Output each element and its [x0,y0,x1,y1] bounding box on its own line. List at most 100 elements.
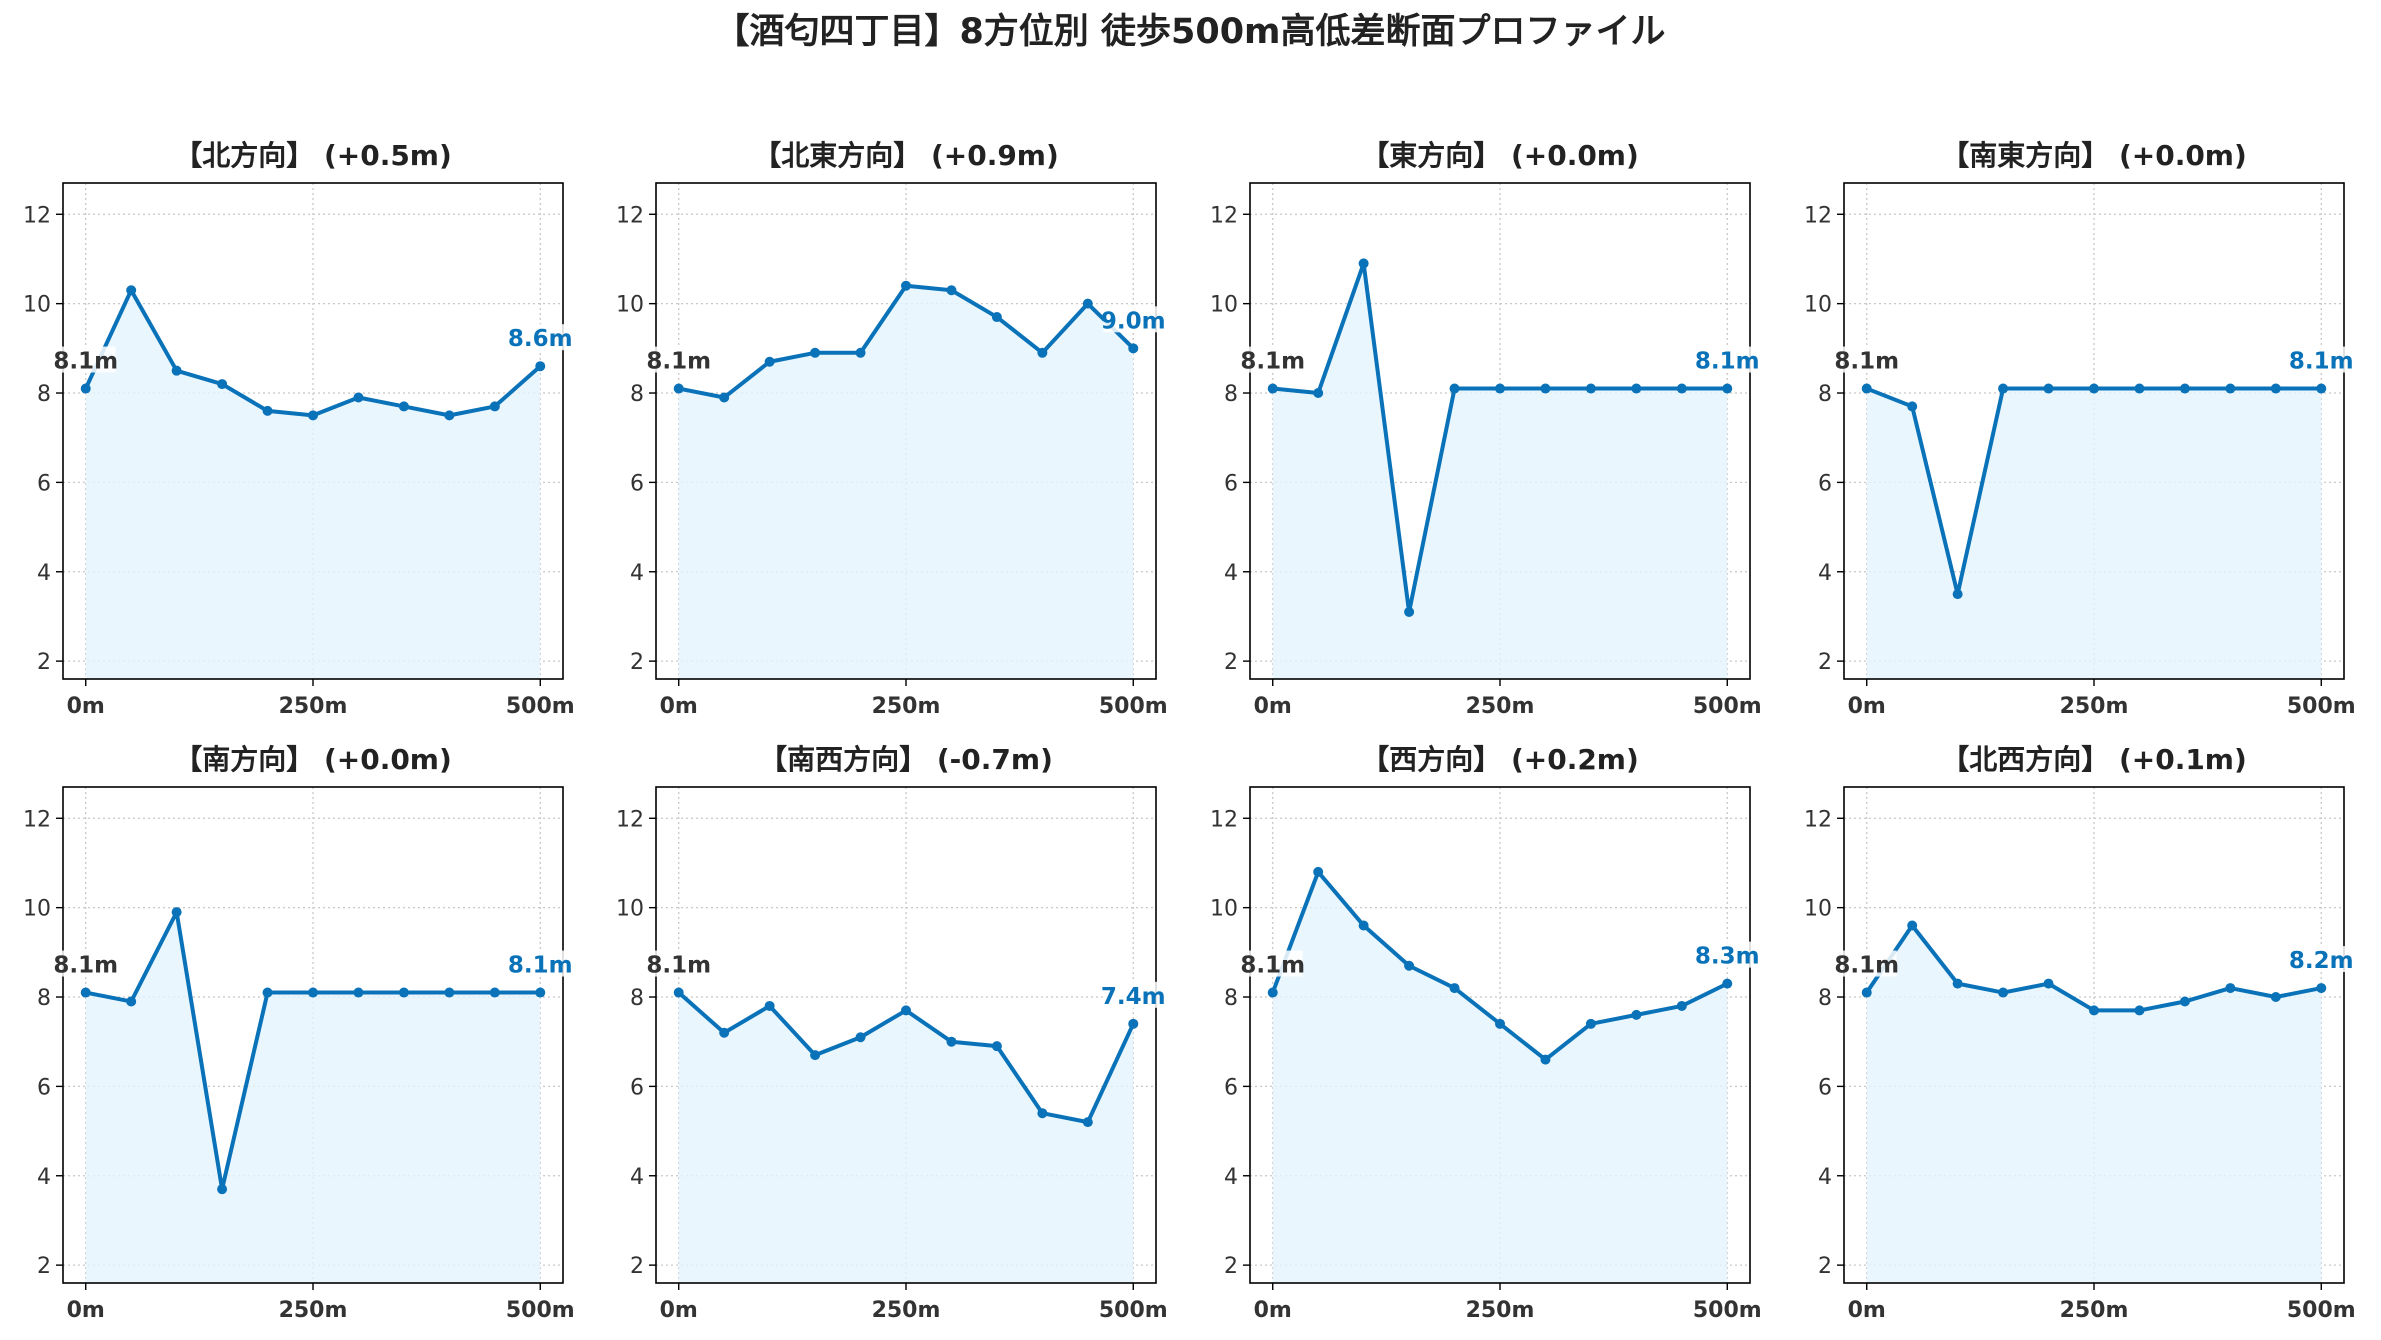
y-tick-label: 4 [37,561,51,586]
data-point [217,379,228,390]
x-tick-label: 0m [1254,1298,1292,1323]
panel-title: 【南方向】 (+0.0m) [174,743,452,776]
data-point [2089,1005,2099,1016]
elevation-panel: 2 4 6 8 10 12 0m 250m 500m 【南東方向】 (+0.0m) 8.1m 8.1m [1804,139,2356,719]
panel-title: 【北東方向】 (+0.9m) [753,139,1059,172]
x-tick-label: 250m [2060,1298,2129,1323]
end-elevation-label: 8.1m [1695,349,1760,375]
data-point [901,1005,911,1016]
data-point [1267,987,1278,998]
x-tick-label: 500m [1099,1298,1168,1323]
end-label-bg [510,324,571,351]
y-tick-label: 6 [37,471,51,496]
data-point [2134,1005,2145,1016]
data-point [262,405,273,416]
data-point [1676,383,1687,394]
data-point [1358,920,1369,931]
y-tick-label: 4 [630,561,644,586]
data-point [2270,992,2281,1003]
data-point [1037,1108,1048,1119]
data-point [444,987,455,998]
y-tick-label: 8 [1224,986,1238,1011]
start-label-bg [1836,950,1897,977]
data-point [1449,983,1460,994]
data-point [1404,606,1415,617]
y-tick-label: 6 [1818,1075,1832,1100]
data-point [171,907,182,918]
data-point [308,987,318,998]
y-tick-label: 12 [1804,807,1832,832]
x-tick-label: 250m [1466,694,1535,719]
data-point [126,285,137,296]
data-point [1907,401,1918,412]
figure-title: 【酒匂四丁目】8方位別 徒歩500m高低差断面プロファイル [714,12,1665,52]
end-label-bg [1697,941,1758,968]
data-point [1722,978,1733,989]
data-point [171,365,182,376]
y-tick-label: 4 [1224,1165,1238,1190]
data-point [535,987,546,998]
start-elevation-label: 8.1m [1834,953,1899,979]
data-point [217,1184,228,1195]
data-point [673,383,684,394]
end-elevation-label: 8.6m [508,326,573,352]
data-point [2134,383,2145,394]
data-point [489,987,500,998]
y-tick-label: 10 [1804,293,1832,318]
elevation-area [1866,925,2322,1283]
y-tick-label: 2 [630,650,644,675]
end-elevation-label: 8.2m [2289,948,2354,974]
data-point [764,356,775,367]
end-elevation-label: 7.4m [1101,984,1166,1010]
y-tick-label: 10 [1804,897,1832,922]
data-point [991,1041,1002,1052]
data-point [1404,960,1415,971]
data-point [1313,388,1324,399]
x-tick-label: 500m [506,694,575,719]
end-label-bg [2291,946,2352,973]
y-tick-label: 10 [1210,897,1238,922]
end-elevation-label: 8.1m [2289,349,2354,375]
x-tick-label: 0m [660,1298,698,1323]
elevation-area [678,992,1134,1283]
y-tick-label: 2 [1224,1254,1238,1279]
y-tick-label: 8 [1818,382,1832,407]
data-point [1082,1117,1093,1128]
data-point [1128,343,1139,354]
y-tick-label: 12 [23,807,51,832]
data-point [80,987,91,998]
y-tick-label: 4 [1224,561,1238,586]
data-point [444,410,455,421]
y-tick-label: 6 [1818,471,1832,496]
data-point [1449,383,1460,394]
data-point [1540,1054,1551,1065]
data-point [308,410,318,421]
y-tick-label: 8 [37,986,51,1011]
x-tick-label: 500m [1099,694,1168,719]
y-tick-label: 12 [616,807,644,832]
y-tick-label: 4 [1818,1165,1832,1190]
data-point [1267,383,1278,394]
start-label-bg [1836,346,1897,373]
start-elevation-label: 8.1m [53,349,118,375]
y-tick-label: 4 [37,1165,51,1190]
y-tick-label: 2 [37,650,51,675]
end-label-bg [510,950,571,977]
data-point [353,987,364,998]
end-label-bg [1697,346,1758,373]
data-point [353,392,364,403]
x-tick-label: 500m [1693,694,1762,719]
data-point [991,312,1002,323]
data-point [901,280,911,291]
x-tick-label: 0m [1848,694,1886,719]
y-tick-label: 10 [23,293,51,318]
y-tick-label: 2 [1224,650,1238,675]
data-point [535,361,546,372]
x-tick-label: 0m [1254,694,1292,719]
end-label-bg [2291,346,2352,373]
data-point [855,347,866,358]
x-tick-label: 500m [506,1298,575,1323]
start-elevation-label: 8.1m [1240,953,1305,979]
